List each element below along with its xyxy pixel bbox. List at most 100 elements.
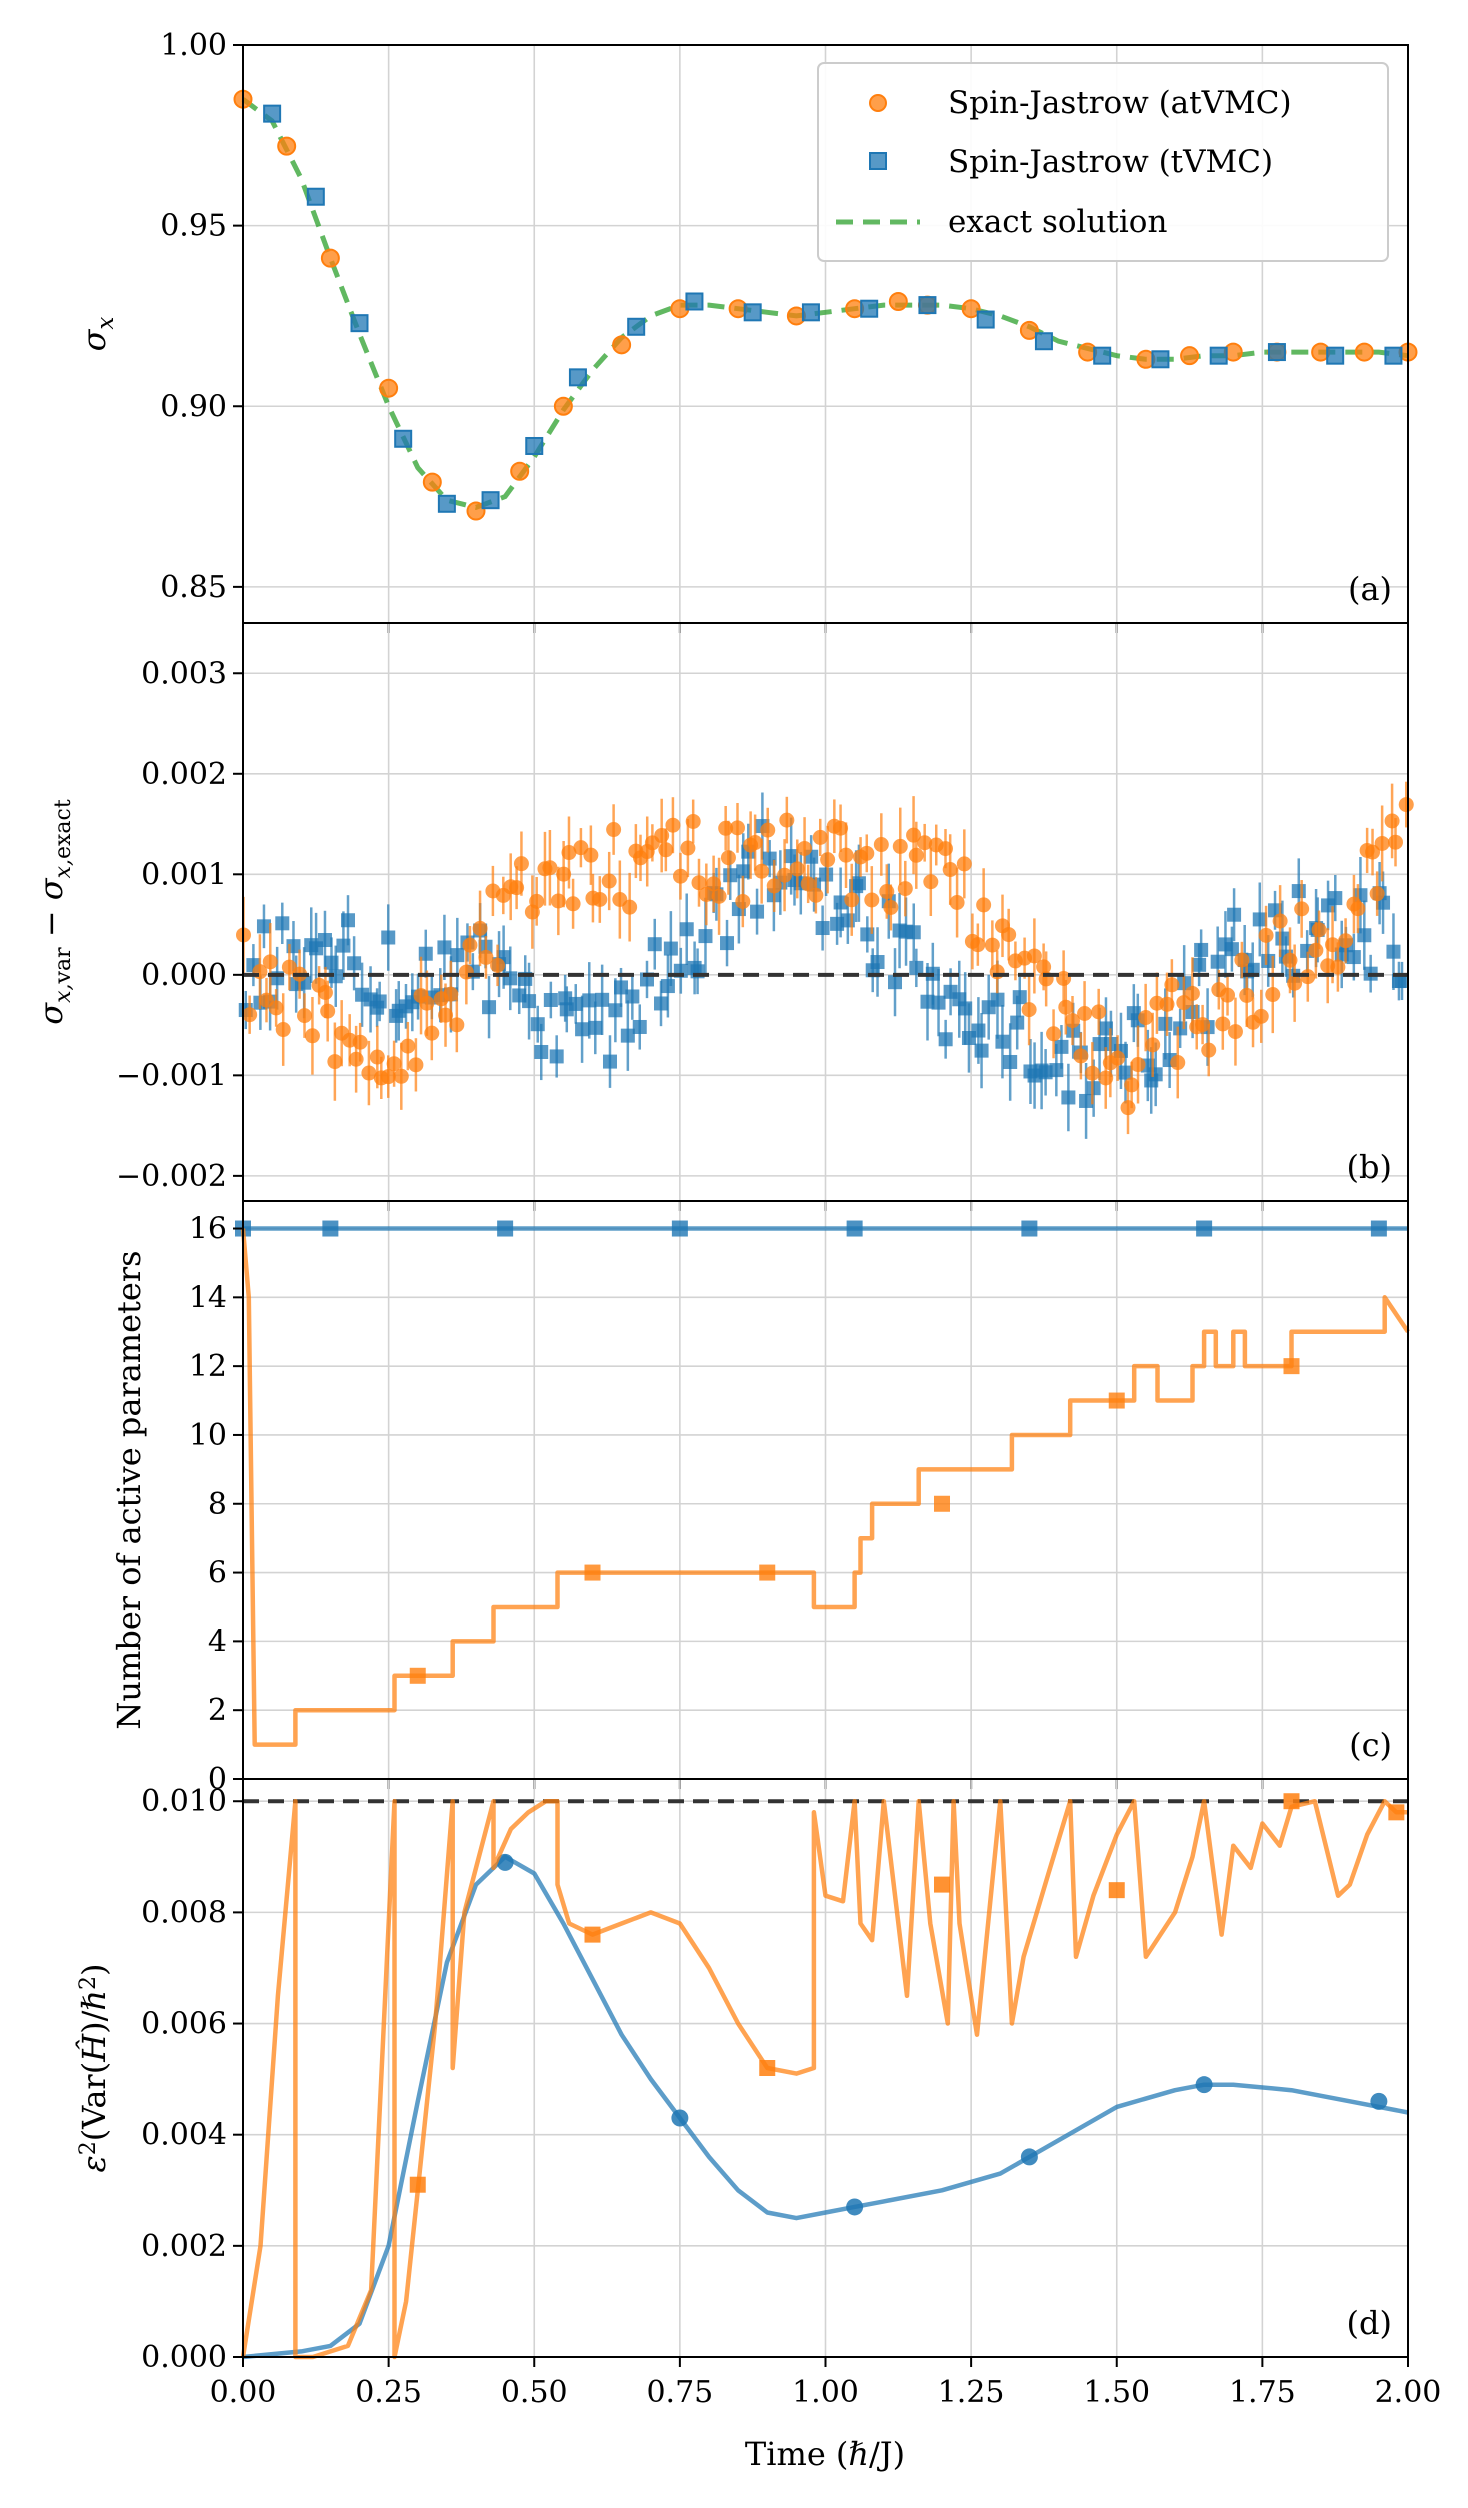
y-tick-label-c: 4 — [208, 1624, 227, 1659]
atvmc-point — [797, 840, 813, 856]
atvmc-point — [1365, 844, 1381, 860]
atvmc-point — [989, 964, 1005, 980]
tvmc-line — [242, 1854, 1409, 2360]
tvmc-point — [595, 992, 610, 1007]
atvmc-point — [789, 861, 805, 877]
atvmc-point — [665, 817, 681, 833]
panel-letter-d: (d) — [1347, 2304, 1392, 2342]
tvmc-point — [1328, 891, 1343, 906]
atvmc-point — [513, 856, 529, 872]
tvmc-point — [833, 895, 848, 910]
atvmc-point — [897, 881, 913, 897]
atvmc-point — [691, 875, 707, 891]
x-axis-label: Time (ℏ/J) — [745, 2435, 905, 2473]
tvmc-point — [1054, 1039, 1069, 1054]
atvmc-point — [1220, 987, 1236, 1003]
tvmc-point — [743, 303, 762, 322]
x-tick-label: 1.25 — [938, 2375, 1005, 2410]
atvmc-point — [908, 847, 924, 863]
tvmc-point — [1034, 332, 1053, 351]
tvmc-marker — [1021, 1220, 1038, 1237]
y-tick-label-a: 0.90 — [160, 389, 227, 424]
atvmc-marker — [409, 1667, 426, 1684]
grid-c — [242, 1201, 1409, 1780]
y-tick-label-b: 0.002 — [141, 757, 227, 792]
atvmc-marker — [1388, 1804, 1405, 1821]
tvmc-point — [1158, 1016, 1173, 1031]
series-a — [233, 89, 1418, 521]
atvmc-point — [1350, 901, 1366, 917]
atvmc-point — [685, 813, 701, 829]
tvmc-point — [534, 1044, 549, 1059]
tvmc-point — [663, 941, 678, 956]
tvmc-point — [372, 994, 387, 1009]
tvmc-point — [1346, 950, 1361, 965]
tvmc-point — [522, 994, 537, 1009]
y-tick-label-c: 16 — [189, 1212, 227, 1247]
tvmc-marker — [1370, 2092, 1388, 2110]
y-tick-label-b: 0.000 — [141, 958, 227, 993]
atvmc-point — [1058, 999, 1074, 1015]
atvmc-point — [1374, 835, 1390, 851]
y-tick-label-c: 8 — [208, 1487, 227, 1522]
panel-b: −0.002 −0.001 0.000 0.001 0.002 0.003 σx,var … — [32, 622, 1414, 1211]
atvmc-point — [760, 822, 776, 838]
series-c — [235, 1220, 1410, 1747]
atvmc-point — [779, 812, 795, 828]
tvmc-marker — [1196, 1220, 1213, 1237]
x-tick-label: 1.75 — [1229, 2375, 1296, 2410]
tvmc-point — [976, 310, 995, 329]
tvmc-point — [971, 1023, 986, 1038]
atvmc-point — [380, 1069, 396, 1085]
tvmc-point — [1386, 944, 1401, 959]
atvmc-point — [1388, 834, 1404, 850]
series-b — [236, 781, 1414, 1139]
atvmc-point — [1201, 1042, 1217, 1058]
tvmc-point — [679, 922, 694, 937]
tvmc-point — [920, 994, 935, 1009]
tvmc-point — [723, 868, 738, 883]
tvmc-point — [931, 995, 946, 1010]
tvmc-point — [1357, 928, 1372, 943]
x-ticks: 0.00 0.25 0.50 0.75 1.00 1.25 1.50 1.75 2.00 — [210, 2375, 1442, 2410]
tvmc-point — [1086, 1081, 1101, 1096]
atvmc-point — [800, 876, 816, 892]
atvmc-marker — [1283, 1358, 1300, 1375]
x-tick-label: 0.50 — [501, 2375, 568, 2410]
atvmc-point — [408, 1057, 424, 1073]
tvmc-point — [1192, 957, 1207, 972]
tvmc-point — [1092, 1037, 1107, 1052]
y-tick-label-a: 0.85 — [160, 570, 227, 605]
atvmc-point — [1330, 959, 1346, 975]
atvmc-point — [1258, 927, 1274, 943]
tvmc-point — [437, 494, 456, 513]
y-ticks-b: −0.002 −0.001 0.000 0.001 0.002 0.003 — [116, 656, 1409, 1211]
atvmc-point — [361, 1065, 377, 1081]
legend-atvmc-label: Spin-Jastrow (atVMC) — [948, 85, 1292, 121]
y-tick-label-d: 0.010 — [141, 1784, 227, 1819]
atvmc-point — [556, 866, 572, 882]
tvmc-point — [1252, 912, 1267, 927]
atvmc-point — [424, 1025, 440, 1041]
atvmc-point — [1021, 1002, 1037, 1018]
atvmc-point — [1073, 1048, 1089, 1064]
y-tick-label-d: 0.002 — [141, 2229, 227, 2264]
y-tick-label-a: 1.00 — [160, 28, 227, 63]
y-tick-label-c: 6 — [208, 1556, 227, 1591]
tvmc-point — [815, 921, 830, 936]
y-tick-label-b: 0.003 — [141, 656, 227, 691]
tvmc-point — [698, 929, 713, 944]
atvmc-point — [1294, 901, 1310, 917]
y-tick-label-c: 2 — [208, 1693, 227, 1728]
atvmc-point — [917, 835, 933, 851]
tvmc-point — [1118, 1065, 1133, 1080]
atvmc-point — [1164, 977, 1180, 993]
atvmc-point — [777, 867, 793, 883]
legend-frame — [817, 62, 1389, 262]
y-tick-label-a: 0.95 — [160, 209, 227, 244]
tvmc-point — [381, 930, 396, 945]
atvmc-marker — [759, 1564, 776, 1581]
tvmc-point — [568, 996, 583, 1011]
tvmc-point — [1148, 1067, 1163, 1082]
